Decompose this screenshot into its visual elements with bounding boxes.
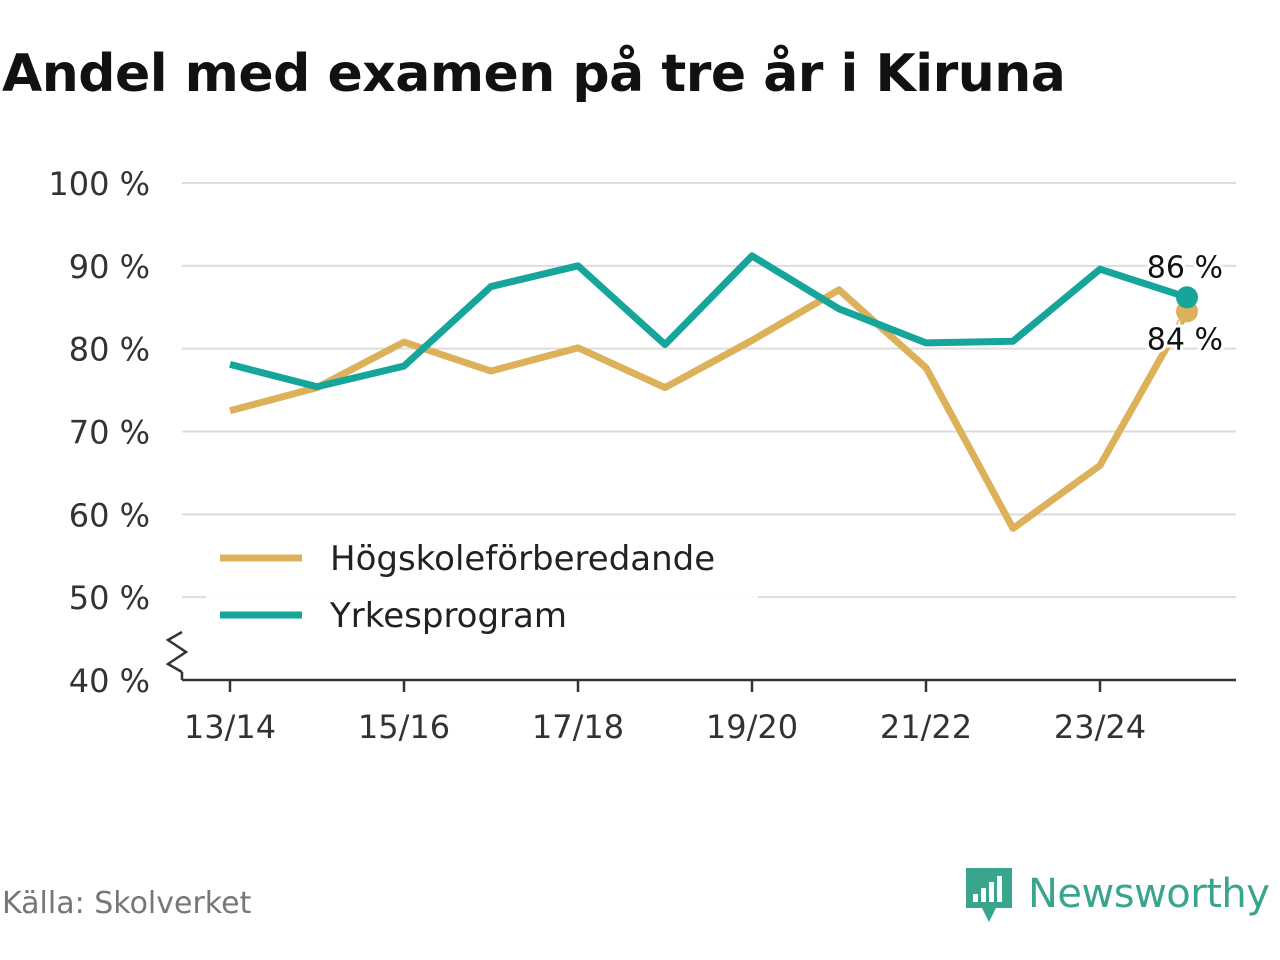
legend-background xyxy=(206,530,758,640)
end-value-label: 86 % xyxy=(1147,250,1223,285)
y-tick-label: 40 % xyxy=(69,662,150,700)
axis-break-icon xyxy=(165,630,189,674)
x-tick-label: 21/22 xyxy=(880,708,972,746)
series-layer xyxy=(229,252,1198,532)
y-tick-label: 60 % xyxy=(69,496,150,534)
brand-logo: Newsworthy xyxy=(964,864,1270,924)
chart-title: Andel med examen på tre år i Kiruna xyxy=(2,44,1066,104)
legend-label: Yrkesprogram xyxy=(329,596,567,636)
x-tick-label: 23/24 xyxy=(1054,708,1146,746)
y-tick-label: 90 % xyxy=(69,248,150,286)
series-line-yrkesprogram xyxy=(229,252,1189,391)
newsworthy-logo-icon xyxy=(966,868,1012,922)
end-value-label: 84 % xyxy=(1147,322,1223,357)
x-tick-label: 15/16 xyxy=(358,708,450,746)
series-line-hogskoleforberedande xyxy=(229,286,1191,532)
x-tick-label: 19/20 xyxy=(706,708,798,746)
brand-name: Newsworthy xyxy=(1028,871,1270,917)
axis-layer: 40 % 50 % 60 % 70 % 80 % 90 % 100 % 13/14 15/16 1… xyxy=(48,165,1236,746)
y-tick-label: 100 % xyxy=(48,165,150,203)
y-tick-label: 50 % xyxy=(69,579,150,617)
y-tick-label: 80 % xyxy=(69,331,150,369)
source-note: Källa: Skolverket xyxy=(2,886,252,921)
x-tick-label: 17/18 xyxy=(532,708,624,746)
label-layer: 84 % 86 % xyxy=(1144,247,1226,360)
legend-label: Högskoleförberedande xyxy=(330,539,715,579)
legend: Högskoleförberedande Yrkesprogram xyxy=(206,530,758,640)
y-tick-label: 70 % xyxy=(69,414,150,452)
x-tick-label: 13/14 xyxy=(184,708,276,746)
end-point xyxy=(1176,286,1198,309)
